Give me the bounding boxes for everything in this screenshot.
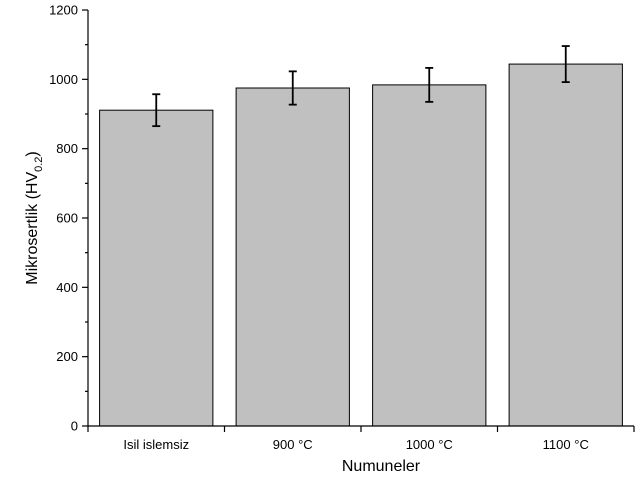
y-axis-title-suffix: ): [24, 151, 41, 156]
y-axis-title-main: Mikrosertlik (HV: [24, 172, 41, 285]
bar-0: [99, 109, 214, 427]
error-bar-0: [152, 93, 161, 128]
y-tick-label: 1000: [49, 72, 78, 87]
x-tick-label: 1000 °C: [406, 437, 453, 452]
error-bar-2: [425, 66, 434, 103]
y-ticks-layer: 0 200 400 600 800 1000 1200: [49, 3, 88, 434]
y-tick-label: 200: [56, 349, 78, 364]
y-tick-label: 600: [56, 211, 78, 226]
bar-2: [372, 84, 487, 427]
error-bar-3: [561, 45, 570, 84]
y-tick-label: 1200: [49, 3, 78, 18]
y-tick-label: 400: [56, 280, 78, 295]
x-tick-label: 900 °C: [273, 437, 313, 452]
bar-1: [235, 87, 350, 427]
error-bar-1: [288, 70, 297, 106]
bar-3: [508, 63, 623, 427]
y-axis-title-subscript: 0.2: [33, 157, 45, 172]
x-axis-title: Numuneler: [342, 458, 421, 475]
x-tick-label: Isil islemsiz: [123, 437, 189, 452]
x-ticks-layer: Isil islemsiz 900 °C 1000 °C 1100 °C: [87, 426, 635, 452]
y-tick-label: 800: [56, 141, 78, 156]
bars-layer: [99, 63, 623, 427]
x-tick-label: 1100 °C: [543, 437, 589, 452]
y-tick-label: 0: [71, 419, 78, 434]
y-axis-title: Mikrosertlik (HV0.2): [24, 151, 45, 285]
error-bars-layer: [152, 45, 570, 128]
